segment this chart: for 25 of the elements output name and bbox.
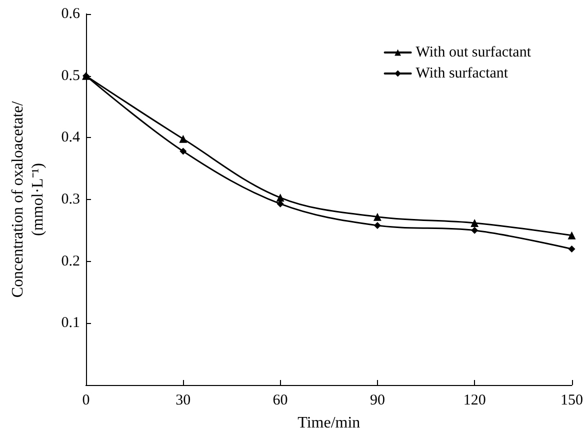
x-tick-label: 0 [82, 392, 90, 408]
y-tick-label: 0.5 [61, 68, 80, 84]
legend-label: With surfactant [416, 66, 509, 82]
y-tick-label: 0.6 [61, 6, 80, 22]
y-tick-label: 0.1 [61, 315, 80, 332]
point [568, 245, 576, 252]
point [471, 226, 478, 234]
x-tick-label: 150 [560, 392, 583, 408]
x-tick-label: 90 [370, 392, 385, 408]
x-tick-label: 60 [272, 392, 288, 408]
y-tick-label: 0.2 [61, 253, 80, 270]
x-tick-label: 30 [176, 392, 191, 408]
y-tick-label: 0.4 [61, 130, 80, 146]
point [374, 222, 381, 229]
point [470, 218, 479, 227]
point [180, 148, 187, 155]
x-axis-title: Time/min [298, 414, 360, 432]
point [276, 194, 284, 202]
y-axis-title: Concentration of oxaloacetate/ (mmol·L⁻¹) [10, 100, 46, 298]
point [373, 212, 382, 221]
x-tick-label: 120 [463, 392, 486, 408]
point [568, 231, 576, 240]
legend-label: With out surfactant [416, 44, 532, 60]
y-tick-label: 0.3 [61, 192, 80, 208]
point [179, 134, 188, 143]
